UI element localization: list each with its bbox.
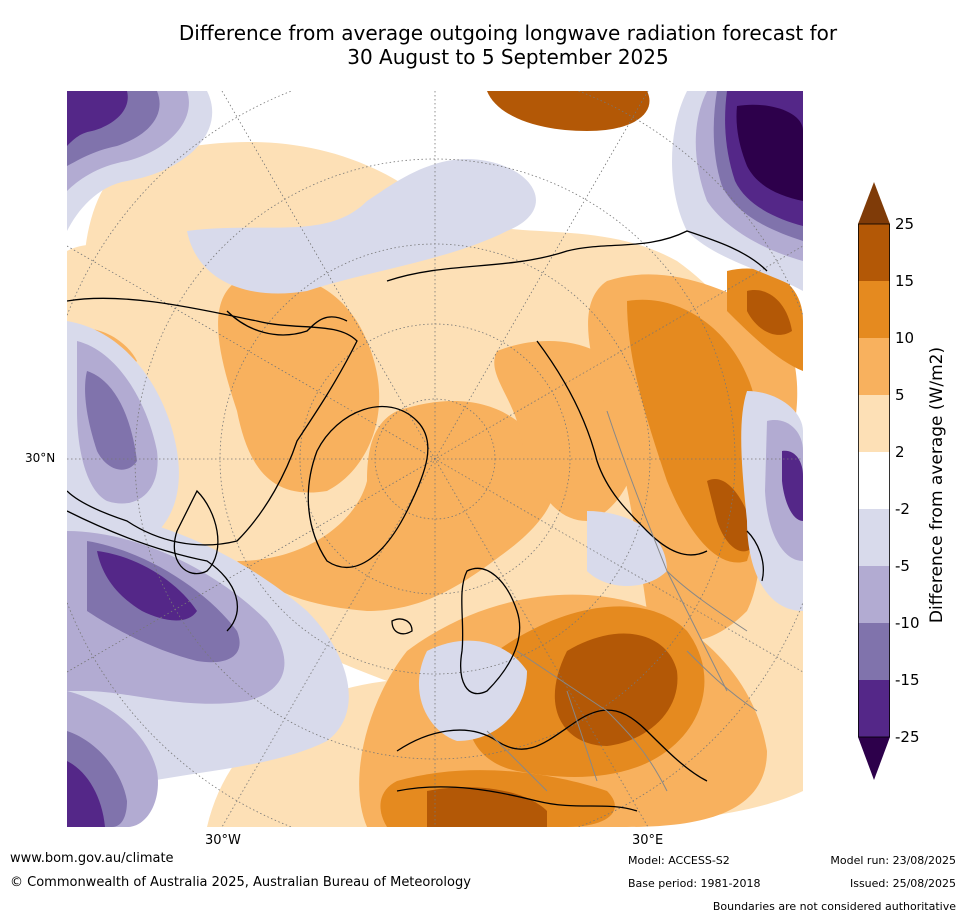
colorbar-tick: 10 xyxy=(895,329,915,347)
colorbar-tick: 15 xyxy=(895,272,915,290)
shade-plus-15-25 xyxy=(554,633,678,746)
country-boundaries xyxy=(486,410,758,792)
shade-plus-15-25 xyxy=(707,479,757,552)
colorbar-tick: 5 xyxy=(895,386,905,404)
shade-minus-2-5 xyxy=(418,640,527,741)
latitude-label-30n: 30°N xyxy=(25,451,56,465)
shade-plus-5-10 xyxy=(237,401,556,611)
colorbar-bin-15-25 xyxy=(858,224,890,281)
colorbar-bin-minus-10-15 xyxy=(858,623,890,680)
colorbar-bin-minus-15-25 xyxy=(858,680,890,737)
copyright-notice: © Commonwealth of Australia 2025, Austra… xyxy=(10,875,471,890)
base-period: Base period: 1981-2018 xyxy=(628,877,761,890)
boundary-disclaimer: Boundaries are not considered authoritat… xyxy=(712,900,956,913)
coastline-scandinavia xyxy=(460,567,521,695)
coastline-hudson-bay xyxy=(173,489,219,575)
olr-anomaly-map xyxy=(67,91,803,827)
colorbar-tick: -10 xyxy=(895,614,920,632)
coastline-north-america-east xyxy=(67,510,238,632)
coastline-japan xyxy=(746,530,764,582)
shade-minus-15-25 xyxy=(97,551,197,621)
boundary xyxy=(666,570,748,632)
coastlines xyxy=(67,230,768,812)
colorbar-bin-minus-5-10 xyxy=(858,566,890,623)
coastline-europe xyxy=(396,709,708,782)
longitude-label-30w: 30°W xyxy=(205,833,241,848)
colorbar-tick: 2 xyxy=(895,443,905,461)
colorbar-bin-2-5 xyxy=(858,395,890,452)
title-line-1: Difference from average outgoing longwav… xyxy=(178,21,838,45)
colorbar-bin-5-10 xyxy=(858,338,890,395)
boundary xyxy=(486,730,548,792)
colorbar-tick: -5 xyxy=(895,557,910,575)
boundary xyxy=(686,650,758,712)
shade-plus-15-25 xyxy=(427,787,547,827)
colorbar-tick: -15 xyxy=(895,671,920,689)
colorbar-bin-10-15 xyxy=(858,281,890,338)
colorbar-tick: -2 xyxy=(895,500,910,518)
coastline-alaska xyxy=(226,310,348,336)
shade-minus-15-25 xyxy=(67,91,128,146)
colorbar-extend-low xyxy=(858,737,890,780)
model-run-date: Model run: 23/08/2025 xyxy=(830,854,956,867)
latitude-circle xyxy=(299,323,571,595)
negative-anomaly-fields xyxy=(67,91,803,827)
colorbar-tick: 25 xyxy=(895,215,915,233)
colorbar xyxy=(858,182,890,780)
shade-minus-10-15 xyxy=(85,371,137,470)
boundary xyxy=(516,650,668,792)
colorbar-bin-minus-2-5 xyxy=(858,509,890,566)
shade-plus-5-10 xyxy=(218,274,380,493)
coastline-north-america xyxy=(67,297,358,546)
chart-title: Difference from average outgoing longwav… xyxy=(66,21,950,69)
shade-plus-15-25 xyxy=(487,91,650,131)
shade-below-minus-25 xyxy=(736,104,803,201)
coastline-eurasia-arctic xyxy=(536,340,708,556)
coastline-siberia xyxy=(386,230,768,282)
colorbar-extend-high xyxy=(858,182,890,224)
graticule xyxy=(67,91,803,827)
shade-plus-15-25 xyxy=(747,290,792,335)
shade-minus-2-5 xyxy=(587,511,667,586)
coastline-greenland xyxy=(307,405,429,568)
colorbar-bin-neutral xyxy=(858,452,890,509)
colorbar-title: Difference from average (W/m2) xyxy=(927,346,947,624)
meridian xyxy=(67,245,803,673)
coastline-africa-north xyxy=(396,786,638,812)
boundary xyxy=(606,410,728,692)
shade-minus-15-25 xyxy=(67,761,105,827)
coastline-iceland xyxy=(391,618,413,635)
shade-minus-2-5 xyxy=(187,159,536,294)
colorbar-tick: -25 xyxy=(895,728,920,746)
model-name: Model: ACCESS-S2 xyxy=(628,854,730,867)
issued-date: Issued: 25/08/2025 xyxy=(849,877,956,890)
longitude-label-30e: 30°E xyxy=(632,833,664,848)
title-line-2: 30 August to 5 September 2025 xyxy=(347,45,669,69)
website-link[interactable]: www.bom.gov.au/climate xyxy=(10,851,174,866)
boundary xyxy=(566,690,598,782)
map-canvas xyxy=(67,91,803,827)
shade-minus-15-25 xyxy=(782,450,803,521)
colorbar-frame xyxy=(858,223,890,738)
